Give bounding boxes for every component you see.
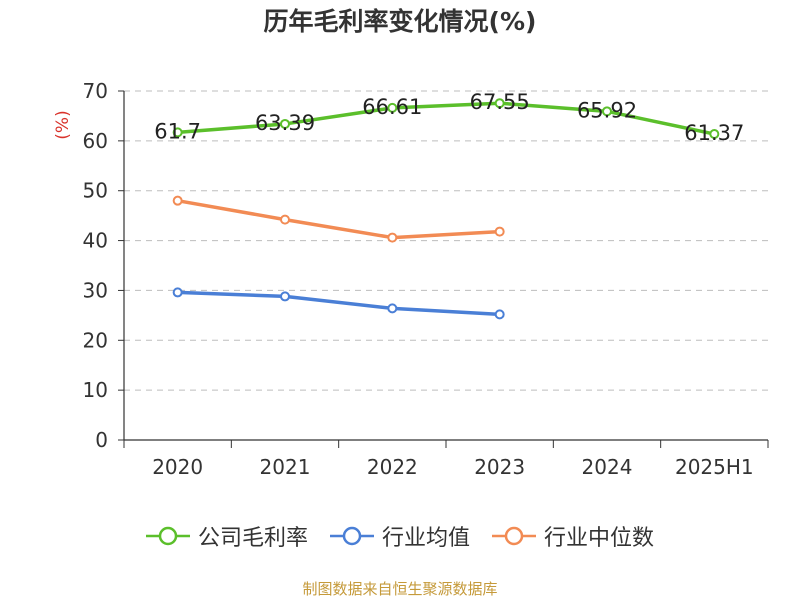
y-tick-label: 20 <box>83 328 108 352</box>
data-point[interactable] <box>602 106 612 117</box>
y-tick-label: 40 <box>83 229 108 253</box>
y-tick-label: 10 <box>83 378 108 402</box>
data-point[interactable] <box>172 127 183 138</box>
x-tick-label: 2020 <box>152 455 203 479</box>
x-tick-label: 2021 <box>260 455 311 479</box>
data-point[interactable] <box>172 287 183 298</box>
data-label: 61.7 <box>154 119 201 143</box>
axes: 0 10 20 30 40 50 60 70 2020 2021 2022 2023 2024 2025H… <box>53 79 769 479</box>
legend: 公司毛利率 行业均值 行业中位数 <box>0 520 800 552</box>
x-tick-label: 2024 <box>582 455 633 479</box>
legend-label: 行业中位数 <box>544 526 655 551</box>
series-lines <box>172 98 720 320</box>
data-point[interactable] <box>387 232 398 243</box>
source-note: 制图数据来自恒生聚源数据库 <box>302 580 498 598</box>
data-point[interactable] <box>387 303 398 314</box>
legend-line-marker-icon <box>492 526 536 546</box>
data-point[interactable] <box>172 195 183 206</box>
data-point[interactable] <box>280 291 290 302</box>
legend-line-marker-icon <box>145 526 190 546</box>
legend-label: 公司毛利率 <box>197 526 308 551</box>
data-point[interactable] <box>280 118 290 129</box>
series-line <box>177 101 715 136</box>
data-label: 61.37 <box>684 121 744 145</box>
legend-line-marker-icon <box>329 526 374 546</box>
data-labels: 61.7 63.39 66.61 67.55 65.92 61.37 <box>154 90 744 145</box>
data-point[interactable] <box>494 226 505 237</box>
y-tick-label: 50 <box>83 179 108 203</box>
y-axis-label: (%) <box>53 110 73 139</box>
data-label: 67.55 <box>470 90 530 114</box>
legend-item-industry-median[interactable]: 行业中位数 <box>492 520 654 552</box>
data-label: 65.92 <box>577 98 637 122</box>
data-point[interactable] <box>494 98 505 109</box>
gridlines <box>124 90 768 391</box>
x-tick-label: 2025H1 <box>675 455 754 479</box>
data-point[interactable] <box>494 309 505 320</box>
y-tick-label: 0 <box>95 428 108 452</box>
data-point[interactable] <box>387 102 398 113</box>
series-line <box>177 290 500 317</box>
data-point[interactable] <box>709 129 720 140</box>
chart-title: 历年毛利率变化情况(%) <box>263 7 537 36</box>
series-line <box>177 198 500 240</box>
data-label: 63.39 <box>255 111 315 135</box>
x-tick-label: 2023 <box>474 455 525 479</box>
data-label: 66.61 <box>362 95 422 119</box>
y-tick-label: 60 <box>83 129 108 153</box>
legend-label: 行业均值 <box>381 526 470 551</box>
legend-item-company-margin[interactable]: 公司毛利率 <box>145 520 308 552</box>
legend-item-industry-mean[interactable]: 行业均值 <box>329 520 470 552</box>
y-tick-label: 70 <box>83 79 108 103</box>
x-tick-label: 2022 <box>367 455 418 479</box>
y-tick-label: 30 <box>83 278 108 302</box>
data-point[interactable] <box>280 214 290 225</box>
